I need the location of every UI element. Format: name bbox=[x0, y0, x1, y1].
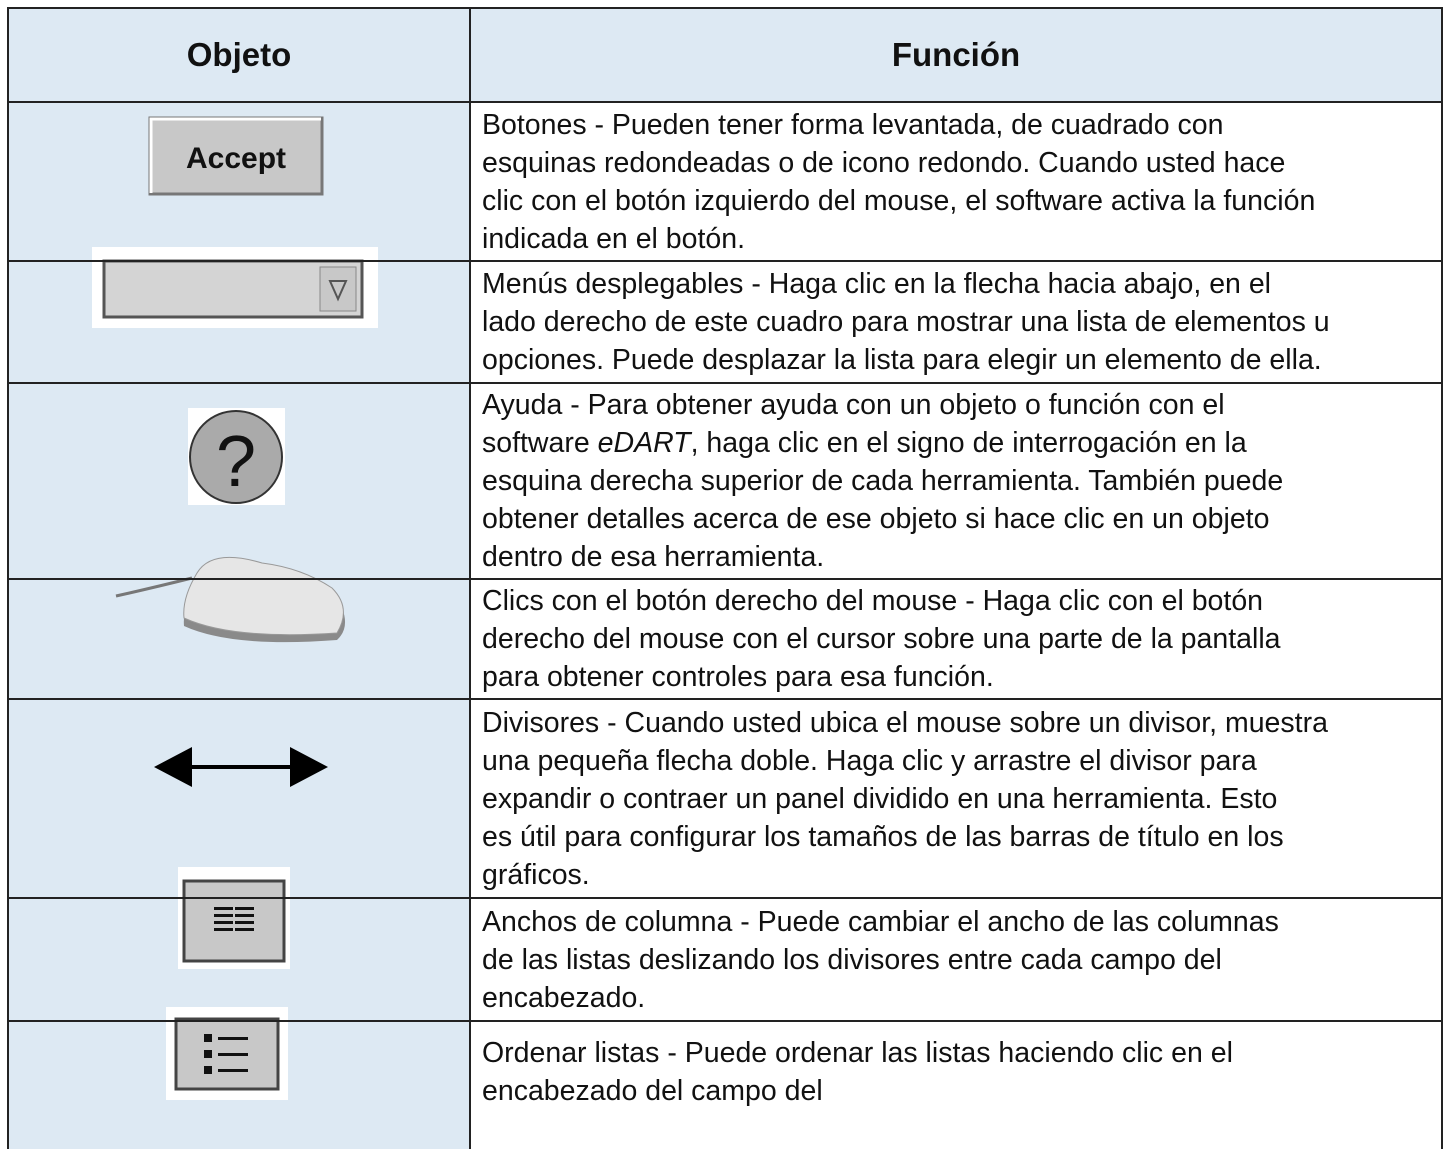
row-border bbox=[8, 578, 1442, 580]
text-line: gráficos. bbox=[482, 858, 590, 891]
row-border bbox=[8, 1020, 1442, 1022]
text-line: dentro de esa herramienta. bbox=[482, 541, 825, 573]
border bbox=[8, 7, 1442, 9]
text-line: encabezado. bbox=[482, 981, 646, 1014]
text-line: derecho del mouse con el cursor sobre un… bbox=[482, 623, 1281, 655]
text-line: para obtener controles para esa función. bbox=[482, 661, 994, 693]
row-border bbox=[8, 382, 1442, 384]
text-line: indicada en el botón. bbox=[482, 222, 746, 255]
row-border bbox=[8, 101, 1442, 103]
header-cell: Función bbox=[891, 35, 1021, 73]
button-label: Accept bbox=[186, 142, 286, 175]
text-line: esquina derecha superior de cada herrami… bbox=[482, 465, 1284, 497]
function-cell: Ordenar listas - Puede ordenar las lista… bbox=[470, 1022, 1442, 1121]
divider-arrow-icon bbox=[154, 747, 328, 787]
text-line: software eDART, haga clic en el signo de… bbox=[482, 424, 1442, 462]
text-line: obtener detalles acerca de ese objeto si… bbox=[482, 503, 1270, 535]
row-border bbox=[8, 897, 1442, 899]
header-bg bbox=[470, 8, 1442, 101]
text-line: expandir o contraer un panel dividido en… bbox=[482, 782, 1278, 815]
text-line: de las listas deslizando los divisores e… bbox=[482, 943, 1222, 976]
text-span: , haga clic en el signo de interrogación… bbox=[690, 427, 1247, 459]
text-line: Divisores - Cuando usted ubica el mouse … bbox=[482, 706, 1328, 739]
text-line: opciones. Puede desplazar la lista para … bbox=[482, 344, 1322, 376]
function-cell: Anchos de columna - Puede cambiar el anc… bbox=[470, 899, 1442, 1020]
sort-list-icon bbox=[166, 1007, 288, 1100]
function-cell: Clics con el botón derecho del mouse - H… bbox=[470, 580, 1442, 698]
text-line: Clics con el botón derecho del mouse - H… bbox=[482, 585, 1264, 617]
help-icon: ? bbox=[188, 408, 285, 505]
header-cell: Objeto bbox=[186, 35, 292, 73]
text-line: clic con el botón izquierdo del mouse, e… bbox=[482, 184, 1316, 217]
text-line: Botones - Pueden tener forma levantada, … bbox=[482, 108, 1224, 141]
row-border bbox=[8, 260, 1442, 262]
function-cell: Divisores - Cuando usted ubica el mouse … bbox=[470, 700, 1442, 897]
function-cell: Botones - Pueden tener forma levantada, … bbox=[470, 103, 1442, 260]
function-cell: Ayuda - Para obtener ayuda con un objeto… bbox=[470, 384, 1442, 578]
text-line: Menús desplegables - Haga clic en la fle… bbox=[482, 268, 1271, 300]
text-span: software bbox=[482, 427, 598, 459]
text-line: lado derecho de este cuadro para mostrar… bbox=[482, 306, 1330, 338]
row-border bbox=[8, 698, 1442, 700]
mouse-icon bbox=[115, 556, 346, 643]
text-line: Ayuda - Para obtener ayuda con un objeto… bbox=[482, 389, 1225, 421]
border bbox=[1441, 7, 1443, 1149]
text-line: es útil para configurar los tamaños de l… bbox=[482, 820, 1284, 853]
help-label: ? bbox=[216, 422, 256, 502]
text-line: una pequeña flecha doble. Haga clic y ar… bbox=[482, 744, 1257, 777]
function-cell: Menús desplegables - Haga clic en la fle… bbox=[470, 262, 1442, 382]
text-line: Anchos de columna - Puede cambiar el anc… bbox=[482, 905, 1279, 938]
button-icon: Accept bbox=[148, 116, 324, 196]
text-line: Ordenar listas - Puede ordenar las lista… bbox=[482, 1036, 1233, 1069]
emphasis: eDART bbox=[597, 427, 691, 459]
text-line: encabezado del campo del bbox=[482, 1074, 823, 1107]
text-line: esquinas redondeadas o de icono redondo.… bbox=[482, 146, 1286, 179]
column-width-icon bbox=[178, 867, 290, 969]
